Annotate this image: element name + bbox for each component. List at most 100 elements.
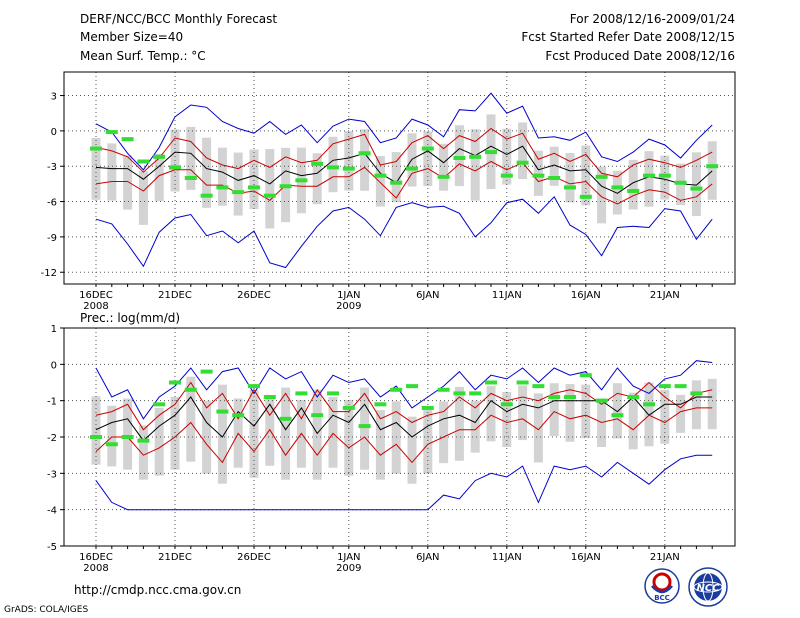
temp-year-label: 2008 [83,301,108,312]
temp-observed-marker [90,146,102,151]
temp-upper-line [95,127,713,178]
temp-observed-marker [579,194,592,199]
prec-max-line [95,360,713,420]
temp-spread-box [233,152,243,216]
prec-observed-marker [516,380,529,385]
temp-observed-marker [216,185,229,190]
prec-observed-marker [658,384,671,389]
prec-x-tick-label: 21JAN [650,552,680,563]
prec-spread-box [91,396,101,465]
prec-observed-marker [327,391,339,396]
temp-spread-box [518,122,528,180]
temp-observed-marker [611,185,624,190]
prec-observed-marker [184,387,197,392]
temp-x-tick-label: 21DEC [158,290,192,301]
temp-observed-marker [548,176,561,180]
precipitation-variable-label: Prec.: log(mm/d) [80,311,180,325]
prec-lower-line [95,407,713,464]
temp-spread-box [375,156,385,207]
prec-observed-marker [374,402,387,407]
temp-min-line [95,195,713,269]
prec-spread-box [518,385,528,441]
temp-spread-box [628,159,638,210]
temp-spread-box [391,152,401,203]
temp-spread-box [360,129,370,191]
prec-spread-box [138,425,148,480]
prec-observed-marker [595,398,608,403]
temp-spread-box [202,137,212,208]
prec-observed-marker [532,384,545,389]
temp-observed-marker [311,161,324,166]
temp-x-tick-label: 16JAN [571,290,601,301]
temp-spread-box [565,153,575,203]
temp-spread-box [249,149,259,209]
temp-observed-marker [374,173,387,178]
prec-observed-marker [548,395,561,400]
temp-observed-marker [627,188,640,193]
temp-observed-marker [643,173,655,178]
prec-spread-box [154,407,164,476]
temp-observed-marker [121,137,134,142]
prec-spread-box [407,416,417,484]
prec-observed-marker [437,387,450,392]
prec-spread-box [707,378,717,430]
prec-observed-marker [611,413,624,418]
temp-spread-box [533,150,543,196]
temp-observed-marker [516,160,529,165]
temp-observed-marker [564,185,576,190]
prec-spread-box [281,387,291,480]
temp-spread-box [217,147,227,206]
temp-x-tick-label: 16DEC [79,290,113,301]
forecast-produced-label: Fcst Produced Date 2008/12/16 [545,49,735,63]
prec-observed-marker [390,387,403,392]
prec-spread-box [581,384,591,439]
prec-y-tick-label: -4 [47,506,57,517]
prec-spread-box [312,389,322,480]
temp-observed-marker [105,130,118,135]
temp-y-tick-label: -9 [47,233,57,244]
prec-observed-marker [153,402,166,407]
prec-spread-box [549,383,559,437]
temp-observed-marker [358,151,371,156]
temp-observed-marker [248,185,260,190]
temperature-variable-label: Mean Surf. Temp.: °C [80,49,206,63]
temp-spread-box [123,155,133,210]
prec-spread-box [676,394,686,433]
temp-x-tick-label: 26DEC [237,290,271,301]
temp-observed-marker [469,154,482,159]
temp-spread-box [644,151,654,207]
prec-observed-marker [643,402,655,407]
prec-mean-line [95,396,713,442]
prec-spread-box [454,386,464,461]
temp-spread-box [312,153,322,205]
chart-title: DERF/NCC/BCC Monthly Forecast [80,12,277,26]
prec-x-tick-label: 16DEC [79,552,113,563]
prec-spread-box [486,386,496,442]
temp-observed-marker [690,186,703,191]
temp-observed-marker [327,165,339,170]
prec-observed-marker [469,391,482,396]
temp-observed-marker [421,146,434,151]
prec-observed-marker [579,373,592,378]
temp-max-line [95,92,713,171]
prec-observed-marker [248,384,260,389]
temp-observed-marker [295,178,308,183]
temp-mean-line [95,145,713,194]
prec-observed-marker [121,435,134,439]
prec-spread-box [470,400,480,453]
temp-x-tick-label: 11JAN [492,290,522,301]
prec-observed-marker [216,409,229,414]
prec-y-tick-label: -3 [47,469,57,480]
prec-observed-marker [500,402,513,407]
temp-observed-marker [137,159,150,164]
temp-observed-marker [342,166,355,171]
prec-observed-marker [564,395,576,400]
prec-y-tick-label: 1 [51,324,57,335]
prec-observed-marker [200,369,213,374]
prec-observed-marker [263,395,276,400]
temp-y-tick-label: -6 [47,198,57,209]
temp-observed-marker [390,180,403,185]
footer-url-link[interactable]: http://cmdp.ncc.cma.gov.cn [74,583,241,597]
temp-observed-marker [658,173,671,178]
